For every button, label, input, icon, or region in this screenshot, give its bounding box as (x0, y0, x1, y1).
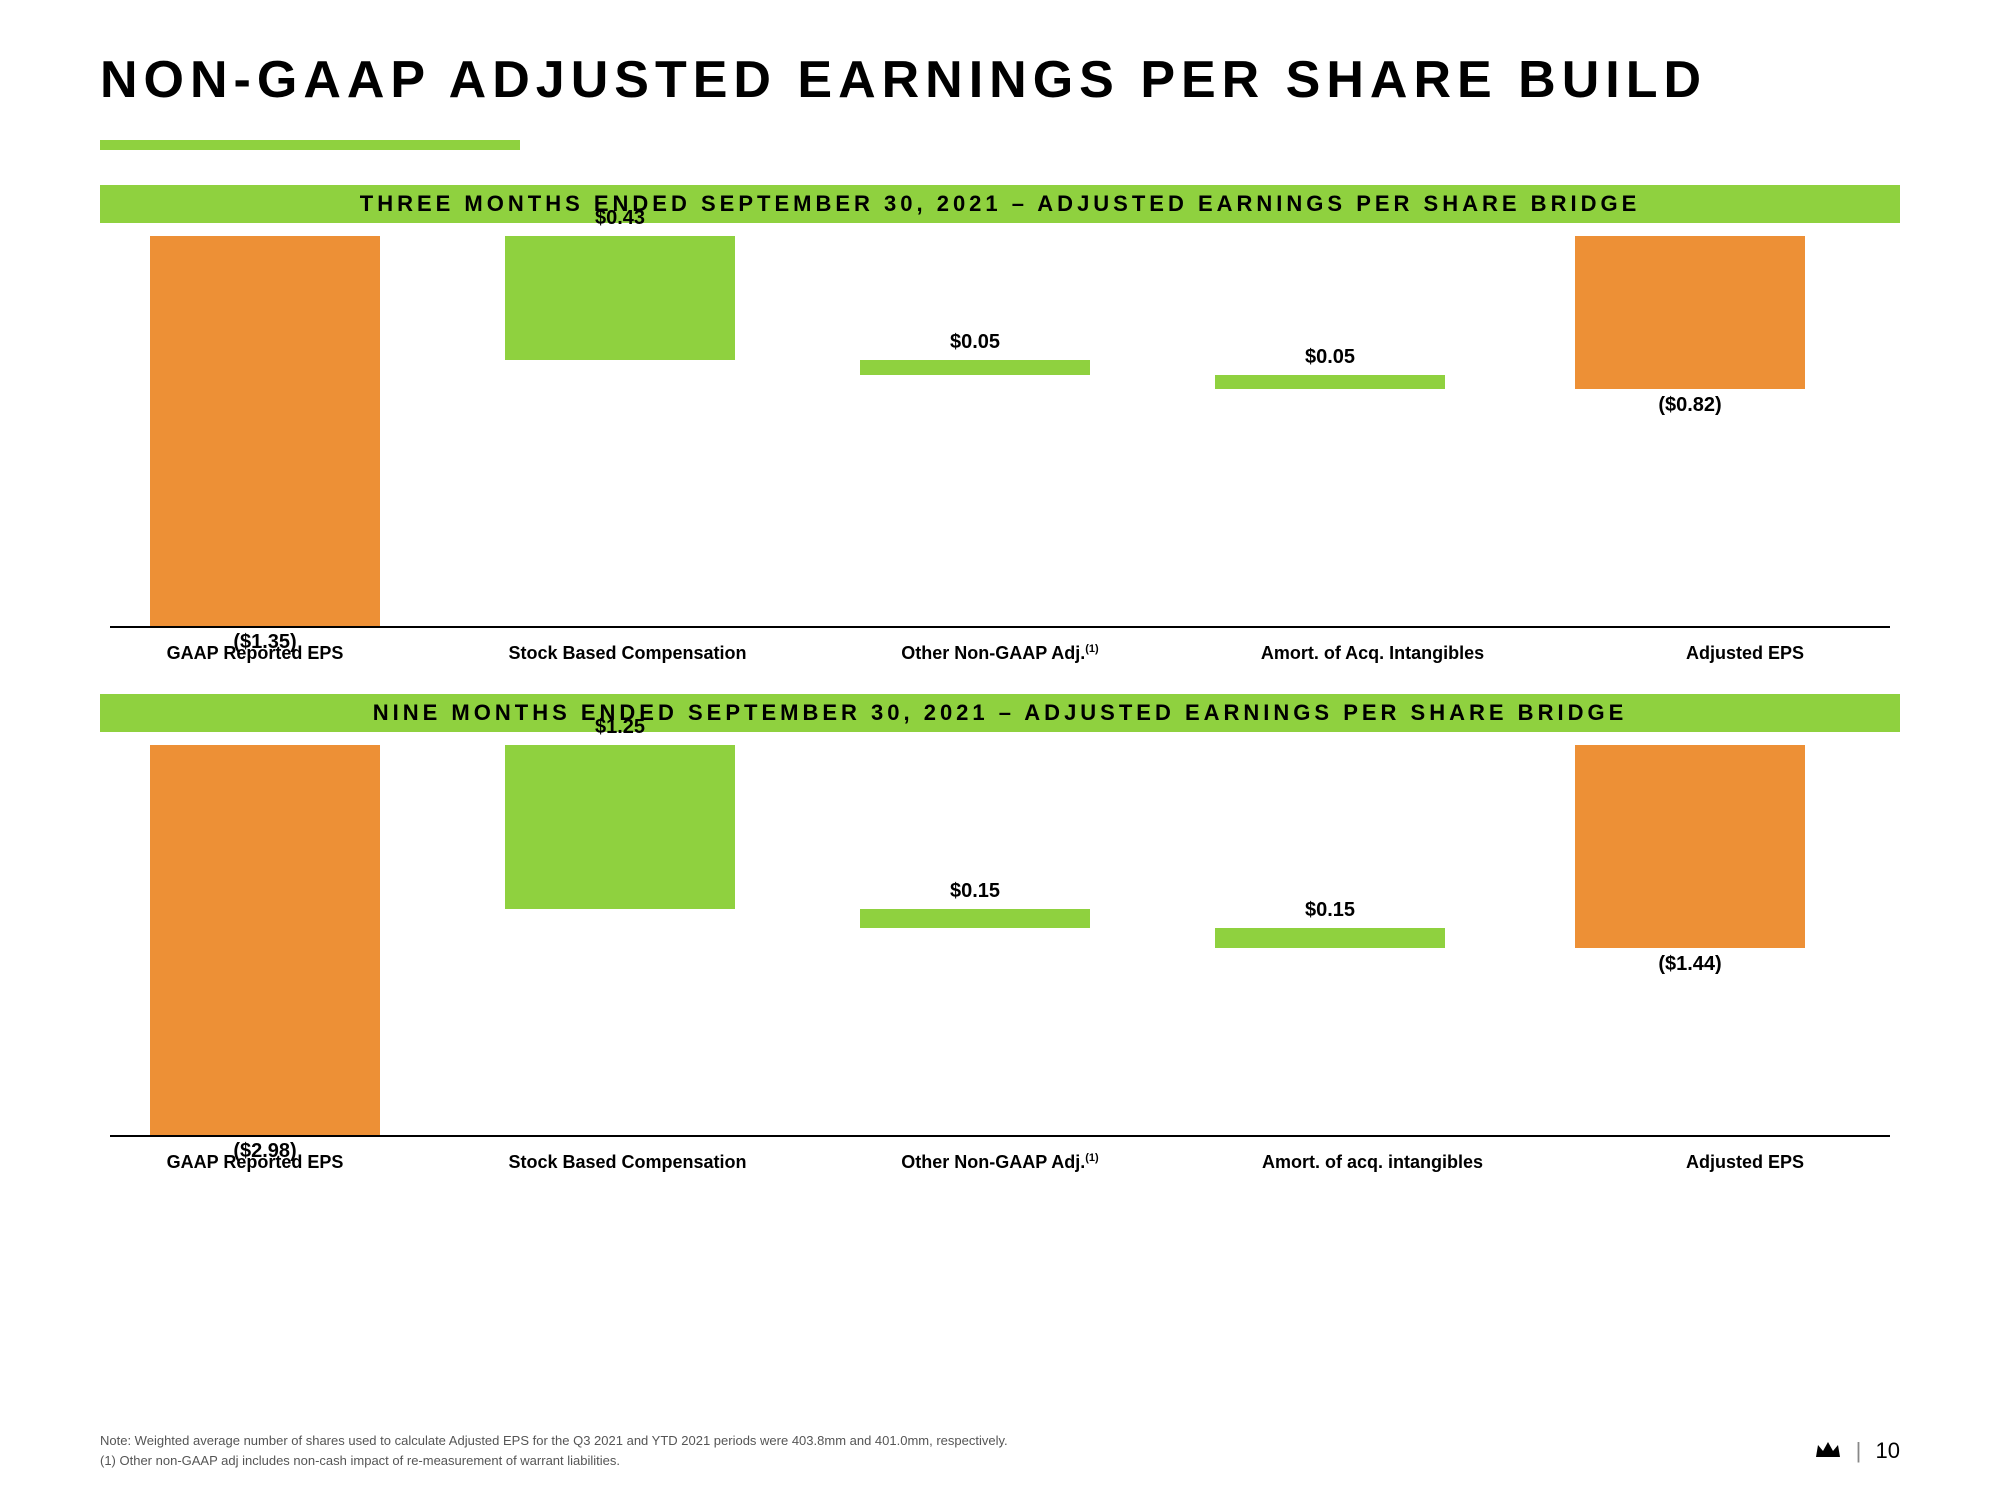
page-number: 10 (1876, 1438, 1900, 1463)
bar-column: $0.15 (860, 745, 1090, 1135)
bar (1575, 745, 1805, 948)
category-label: Amort. of Acq. Intangibles (1228, 643, 1518, 664)
bar (150, 745, 380, 1135)
footnotes: Note: Weighted average number of shares … (100, 1431, 1008, 1470)
category-label: Adjusted EPS (1600, 1152, 1890, 1173)
bar-value-label: $0.05 (1215, 346, 1445, 369)
bar-column: ($1.44) (1575, 745, 1805, 1135)
charts-container: THREE MONTHS ENDED SEPTEMBER 30, 2021 – … (100, 185, 1900, 1173)
bar (505, 236, 735, 360)
bar-column: ($0.82) (1575, 236, 1805, 626)
bar-value-label: ($0.82) (1575, 394, 1805, 417)
bar (1575, 236, 1805, 389)
bar-column: ($1.35) (150, 236, 380, 626)
waterfall-chart: ($1.35) $0.43 $0.05 $0.05 ($0.82) (110, 238, 1890, 628)
bar (1215, 928, 1445, 948)
bar (1215, 375, 1445, 389)
bar-column: $0.15 (1215, 745, 1445, 1135)
category-label: Adjusted EPS (1600, 643, 1890, 664)
bar-value-label: ($2.98) (150, 1140, 380, 1163)
footnote-line: Note: Weighted average number of shares … (100, 1431, 1008, 1451)
footnote-line: (1) Other non-GAAP adj includes non-cash… (100, 1451, 1008, 1471)
section-header: THREE MONTHS ENDED SEPTEMBER 30, 2021 – … (100, 185, 1900, 223)
bar-column: $1.25 (505, 745, 735, 1135)
bar (505, 745, 735, 909)
category-label: Stock Based Compensation (483, 1152, 773, 1173)
page-title: NON-GAAP ADJUSTED EARNINGS PER SHARE BUI… (100, 50, 1900, 110)
bar-value-label: ($1.44) (1575, 953, 1805, 976)
page-number-area: | 10 (1814, 1438, 1900, 1465)
bar (860, 909, 1090, 929)
accent-bar (100, 140, 520, 150)
category-label: Other Non-GAAP Adj.(1) (855, 643, 1145, 664)
bar-column: $0.43 (505, 236, 735, 626)
bar-value-label: ($1.35) (150, 631, 380, 654)
category-label: Amort. of acq. intangibles (1228, 1152, 1518, 1173)
bar-value-label: $0.43 (505, 207, 735, 230)
bar-value-label: $0.05 (860, 331, 1090, 354)
bar-value-label: $1.25 (505, 716, 735, 739)
bar (150, 236, 380, 626)
waterfall-chart: ($2.98) $1.25 $0.15 $0.15 ($1.44) (110, 747, 1890, 1137)
bar-column: $0.05 (1215, 236, 1445, 626)
category-label: Other Non-GAAP Adj.(1) (855, 1152, 1145, 1173)
bar-column: $0.05 (860, 236, 1090, 626)
bar-value-label: $0.15 (1215, 899, 1445, 922)
bar (860, 360, 1090, 374)
section-header: NINE MONTHS ENDED SEPTEMBER 30, 2021 – A… (100, 694, 1900, 732)
category-label: Stock Based Compensation (483, 643, 773, 664)
bar-column: ($2.98) (150, 745, 380, 1135)
separator: | (1856, 1438, 1862, 1463)
crown-icon (1814, 1439, 1842, 1465)
bar-value-label: $0.15 (860, 880, 1090, 903)
